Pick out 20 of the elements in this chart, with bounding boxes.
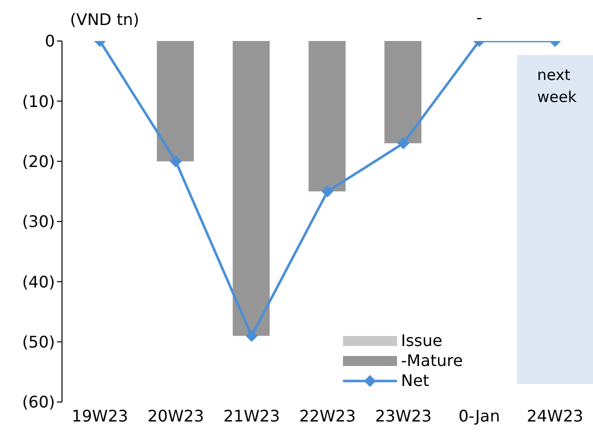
x-tick-label: 0-Jan: [458, 406, 500, 426]
y-tick-label: (20): [22, 152, 55, 172]
x-tick-label: 23W23: [375, 406, 432, 426]
y-tick-label: 0: [44, 32, 55, 51]
y-tick-label: (50): [22, 332, 55, 352]
annotation: -: [476, 8, 482, 27]
legend-label: -Mature: [401, 351, 463, 371]
y-axis-title: (VND tn): [70, 10, 140, 29]
y-tick-label: (10): [22, 92, 55, 111]
y-tick-label: (40): [22, 272, 55, 292]
y-tick-label: (60): [22, 392, 55, 412]
x-tick-label: 19W23: [72, 406, 128, 426]
x-tick-label: 24W23: [526, 406, 584, 426]
y-tick-label: (30): [22, 212, 55, 232]
x-tick-label: 22W23: [299, 406, 356, 426]
x-tick-label: 20W23: [148, 406, 204, 426]
x-tick-label: 21W23: [223, 406, 280, 426]
legend-label: Net: [401, 371, 430, 391]
legend-label: Issue: [401, 331, 442, 351]
band-label: next week: [537, 66, 577, 106]
